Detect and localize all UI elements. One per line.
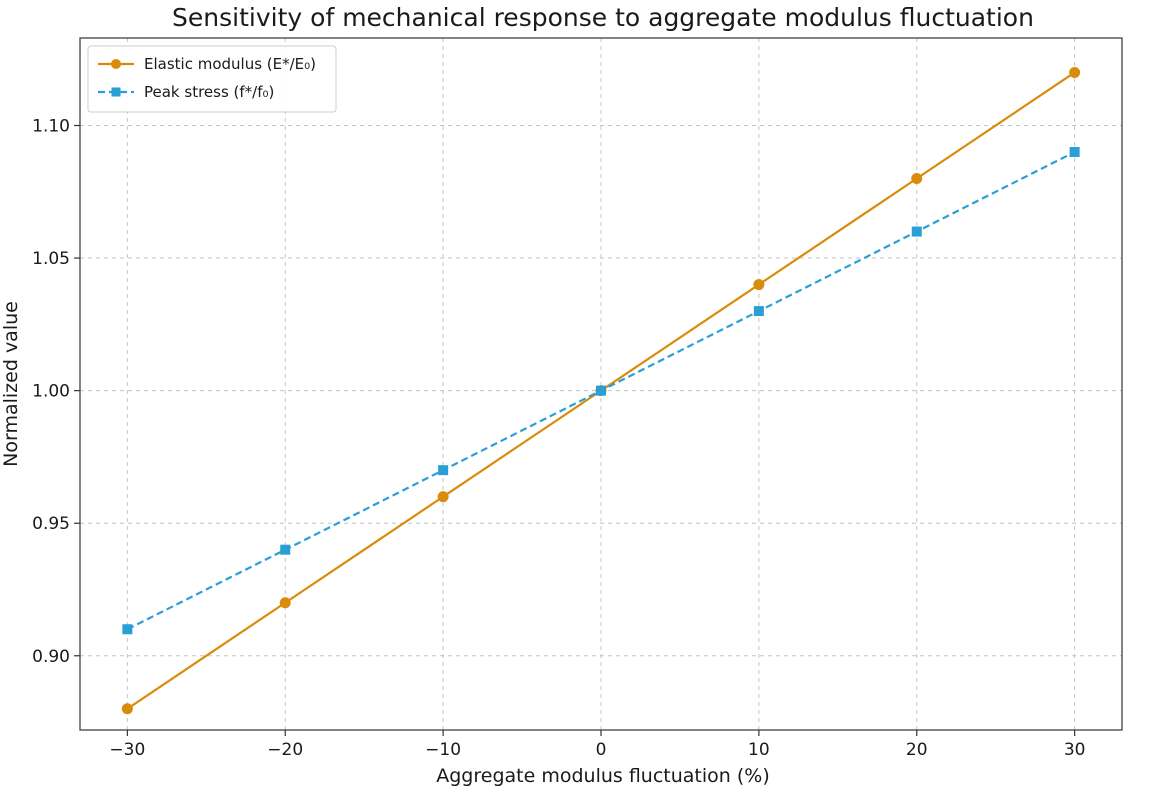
y-tick-label: 0.90 bbox=[32, 647, 70, 667]
y-axis-label: Normalized value bbox=[0, 301, 22, 467]
data-point bbox=[911, 173, 923, 185]
series-2 bbox=[122, 147, 1080, 635]
x-axis-label: Aggregate modulus fluctuation (%) bbox=[436, 765, 769, 787]
y-tick-label: 1.00 bbox=[32, 382, 70, 402]
legend-marker bbox=[111, 87, 121, 97]
data-point bbox=[122, 624, 133, 635]
legend-label: Peak stress (f*/f₀) bbox=[144, 83, 274, 101]
y-tick-label: 1.10 bbox=[32, 116, 70, 136]
legend-label: Elastic modulus (E*/E₀) bbox=[144, 55, 316, 73]
axis-ticks: −30 −20 −10 0 10 20 30 0.90 0.95 1.00 1.05 1.10 bbox=[32, 116, 1085, 760]
data-point bbox=[121, 703, 133, 715]
x-tick-label: 10 bbox=[748, 740, 770, 760]
legend-box bbox=[87, 45, 337, 113]
x-tick-label: −10 bbox=[425, 740, 461, 760]
x-tick-label: 0 bbox=[596, 740, 607, 760]
x-tick-label: 20 bbox=[906, 740, 928, 760]
x-tick-label: −20 bbox=[267, 740, 303, 760]
data-point bbox=[1069, 147, 1080, 158]
x-tick-label: −30 bbox=[109, 740, 145, 760]
data-point bbox=[753, 306, 764, 317]
x-tick-label: 30 bbox=[1064, 740, 1086, 760]
data-point bbox=[438, 465, 449, 476]
y-tick-label: 1.05 bbox=[32, 249, 70, 269]
data-point bbox=[1069, 66, 1081, 78]
chart-title: Sensitivity of mechanical response to ag… bbox=[172, 3, 1034, 32]
series-layer bbox=[121, 66, 1081, 715]
legend: Elastic modulus (E*/E₀) Peak stress (f*/f… bbox=[87, 45, 337, 113]
data-point bbox=[280, 544, 291, 555]
data-point bbox=[596, 385, 606, 396]
data-point bbox=[911, 226, 922, 237]
data-point bbox=[279, 597, 291, 609]
legend-marker bbox=[111, 59, 121, 69]
y-tick-label: 0.95 bbox=[32, 514, 70, 534]
data-point bbox=[437, 491, 449, 503]
grid bbox=[80, 38, 1122, 730]
data-point bbox=[753, 279, 765, 291]
